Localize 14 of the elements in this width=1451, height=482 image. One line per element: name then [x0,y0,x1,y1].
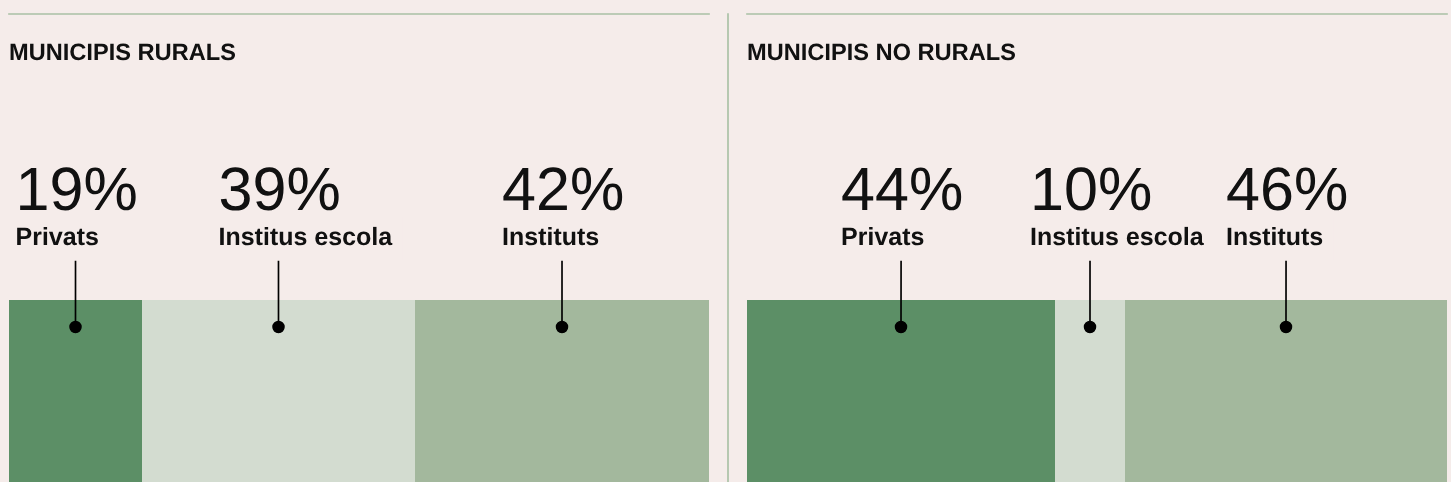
text: Instituts [1227,226,1323,246]
text: Instituts [503,226,599,246]
text: Privats [842,226,924,246]
data-label: 39% [220,167,339,211]
data-label: 10% [1034,167,1151,211]
text: Privats [17,226,98,246]
data-label: 19% [20,167,136,211]
chart-title: MUNICIPIS NO RURALS [748,43,1015,61]
data-label: 44% [842,167,962,211]
chart-title: MUNICIPIS RURALS [10,43,236,61]
text: Institus escola [220,226,393,246]
data-label: 42% [503,167,623,211]
text: Institus escola [1031,226,1204,246]
data-label: 46% [1227,167,1347,211]
